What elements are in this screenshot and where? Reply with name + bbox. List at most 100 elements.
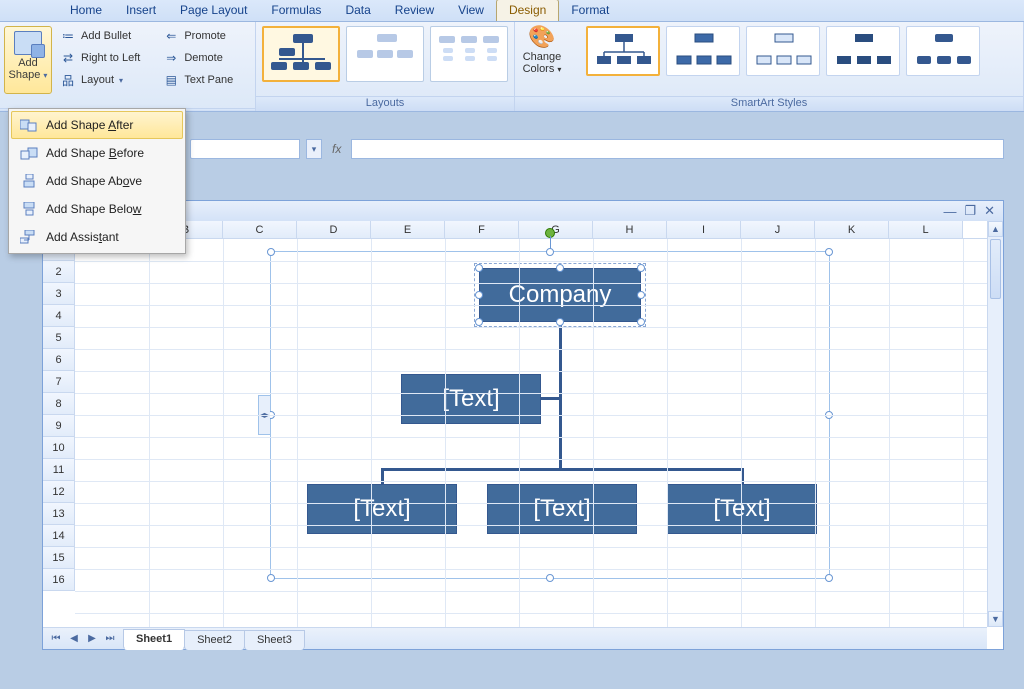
resize-handle-n[interactable] — [546, 248, 554, 256]
dd-add-shape-below[interactable]: Add Shape Below — [11, 195, 183, 223]
window-restore-button[interactable]: ❐ — [964, 203, 976, 219]
shape-before-icon — [20, 145, 38, 161]
row-header[interactable]: 13 — [43, 503, 75, 525]
cc-l1: Change — [523, 51, 562, 63]
row-header[interactable]: 11 — [43, 459, 75, 481]
connector — [559, 322, 562, 470]
sheet-tab-3[interactable]: Sheet3 — [244, 630, 305, 650]
row-header[interactable]: 7 — [43, 371, 75, 393]
tab-nav-prev[interactable]: ◀ — [65, 630, 83, 648]
resize-handle-nw[interactable] — [267, 248, 275, 256]
vertical-scrollbar[interactable]: ▲ ▼ — [987, 221, 1003, 627]
cmd-promote[interactable]: ⇐Promote — [157, 26, 239, 46]
col-header[interactable]: F — [445, 221, 519, 238]
cells-area[interactable]: ◂▸ Company — [75, 239, 987, 627]
style-thumb-5[interactable] — [906, 26, 980, 76]
tab-page-layout[interactable]: Page Layout — [168, 0, 259, 21]
tab-review[interactable]: Review — [383, 0, 446, 21]
row-header[interactable]: 6 — [43, 349, 75, 371]
row-header[interactable]: 3 — [43, 283, 75, 305]
node-handle[interactable] — [475, 318, 483, 326]
row-header[interactable]: 15 — [43, 547, 75, 569]
row-header[interactable]: 5 — [43, 327, 75, 349]
cmd-layout[interactable]: 品Layout ▾ — [54, 70, 146, 90]
change-colors-button[interactable]: 🎨 ChangeColors ▾ — [515, 22, 569, 79]
style-thumb-3[interactable] — [746, 26, 820, 76]
resize-handle-ne[interactable] — [825, 248, 833, 256]
row-header[interactable]: 16 — [43, 569, 75, 591]
formula-input[interactable] — [351, 139, 1004, 159]
row-header[interactable]: 9 — [43, 415, 75, 437]
tab-data[interactable]: Data — [333, 0, 382, 21]
tab-formulas[interactable]: Formulas — [259, 0, 333, 21]
layout-thumb-2[interactable] — [346, 26, 424, 82]
style-thumb-4[interactable] — [826, 26, 900, 76]
tab-view[interactable]: View — [446, 0, 496, 21]
sheet-tab-2[interactable]: Sheet2 — [184, 630, 245, 650]
col-header[interactable]: G — [519, 221, 593, 238]
window-minimize-button[interactable]: — — [943, 204, 956, 219]
org-node-child-2[interactable]: [Text] — [487, 484, 637, 534]
row-header[interactable]: 2 — [43, 261, 75, 283]
tab-format[interactable]: Format — [559, 0, 621, 21]
palette-icon: 🎨 — [528, 26, 555, 48]
org-node-child-3[interactable]: [Text] — [667, 484, 817, 534]
tab-home[interactable]: Home — [58, 0, 114, 21]
style-thumb-2[interactable] — [666, 26, 740, 76]
dd-add-shape-before[interactable]: Add Shape Before — [11, 139, 183, 167]
cmd-demote[interactable]: ⇒Demote — [157, 48, 239, 68]
tab-insert[interactable]: Insert — [114, 0, 168, 21]
resize-handle-se[interactable] — [825, 574, 833, 582]
dd-add-shape-above[interactable]: Add Shape Above — [11, 167, 183, 195]
col-header[interactable]: I — [667, 221, 741, 238]
cmd-right-to-left[interactable]: ⇄Right to Left — [54, 48, 146, 68]
style-thumb-1[interactable] — [586, 26, 660, 76]
resize-handle-sw[interactable] — [267, 574, 275, 582]
scroll-up-button[interactable]: ▲ — [988, 221, 1003, 237]
dd-add-shape-after[interactable]: Add Shape After — [11, 111, 183, 139]
col-header[interactable]: J — [741, 221, 815, 238]
col-header[interactable]: K — [815, 221, 889, 238]
cmd-text-pane[interactable]: ▤Text Pane — [157, 70, 239, 90]
org-node-child-1[interactable]: [Text] — [307, 484, 457, 534]
cmd-promote-label: Promote — [184, 30, 226, 42]
node-handle[interactable] — [475, 291, 483, 299]
tab-nav-last[interactable]: ⏭ — [101, 630, 119, 648]
row-header[interactable]: 14 — [43, 525, 75, 547]
layout-thumb-3[interactable] — [430, 26, 508, 82]
add-shape-split-button[interactable]: AddShape ▾ — [4, 26, 52, 94]
dd-add-assistant[interactable]: Add Assistant — [11, 223, 183, 251]
col-header[interactable]: D — [297, 221, 371, 238]
shape-after-icon — [20, 117, 38, 133]
node-handle[interactable] — [637, 318, 645, 326]
col-header[interactable]: C — [223, 221, 297, 238]
name-box-dropdown[interactable]: ▾ — [306, 139, 322, 159]
row-header[interactable]: 4 — [43, 305, 75, 327]
scroll-thumb[interactable] — [990, 239, 1001, 299]
row-header[interactable]: 10 — [43, 437, 75, 459]
name-box[interactable] — [190, 139, 300, 159]
node-handle[interactable] — [637, 291, 645, 299]
org-node-root[interactable]: Company — [479, 268, 641, 322]
tab-nav-first[interactable]: ⏮ — [47, 630, 65, 648]
add-shape-label-2: Shape — [9, 69, 41, 81]
node-handle[interactable] — [475, 264, 483, 272]
layout-thumb-1[interactable] — [262, 26, 340, 82]
cmd-add-bullet[interactable]: ≔Add Bullet — [54, 26, 146, 46]
sheet-tab-1[interactable]: Sheet1 — [123, 629, 185, 650]
node-handle[interactable] — [556, 264, 564, 272]
col-header[interactable]: L — [889, 221, 963, 238]
row-header[interactable]: 8 — [43, 393, 75, 415]
node-handle[interactable] — [556, 318, 564, 326]
scroll-down-button[interactable]: ▼ — [988, 611, 1003, 627]
col-header[interactable]: H — [593, 221, 667, 238]
window-close-button[interactable]: ✕ — [984, 203, 995, 219]
fx-label[interactable]: fx — [328, 142, 345, 156]
node-handle[interactable] — [637, 264, 645, 272]
org-node-assistant[interactable]: [Text] — [401, 374, 541, 424]
tab-nav-next[interactable]: ▶ — [83, 630, 101, 648]
col-header[interactable]: E — [371, 221, 445, 238]
row-header[interactable]: 12 — [43, 481, 75, 503]
tab-design[interactable]: Design — [496, 0, 559, 21]
resize-handle-s[interactable] — [546, 574, 554, 582]
